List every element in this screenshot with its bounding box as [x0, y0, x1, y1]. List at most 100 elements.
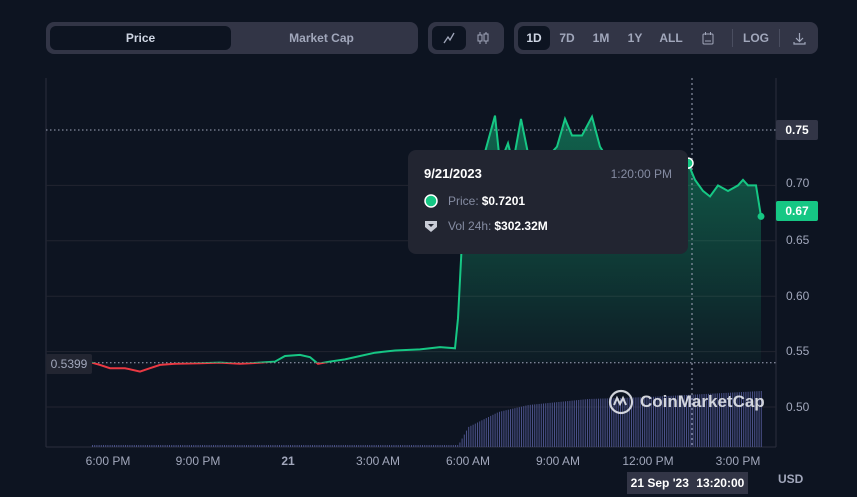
volume-bar: [217, 445, 219, 447]
volume-bar: [455, 445, 456, 447]
volume-bar: [754, 391, 756, 447]
volume-bar: [331, 445, 333, 447]
volume-bar: [241, 445, 243, 447]
volume-bar: [716, 393, 718, 447]
line-chart-button[interactable]: [432, 26, 466, 50]
volume-bar: [448, 445, 450, 447]
volume-bar: [393, 445, 395, 447]
volume-bar: [191, 445, 192, 447]
volume-bar: [463, 434, 465, 447]
volume-bar: [153, 445, 155, 447]
volume-bar: [708, 393, 709, 447]
tab-price[interactable]: Price: [50, 26, 231, 50]
volume-bar: [758, 391, 760, 447]
calendar-button[interactable]: [690, 26, 726, 50]
volume-bar: [666, 396, 668, 447]
x-tick: 9:00 PM: [175, 454, 221, 468]
volume-bar: [173, 445, 175, 447]
volume-bar: [589, 398, 591, 447]
tooltip-date: 9/21/2023: [424, 166, 482, 181]
log-scale-button[interactable]: LOG: [743, 31, 769, 45]
divider: [779, 29, 780, 47]
volume-bar: [164, 445, 166, 447]
volume-bar: [261, 445, 263, 447]
y-tick: 0.70: [786, 176, 810, 190]
volume-bar: [756, 391, 758, 447]
volume-bar: [360, 445, 362, 447]
volume-bar: [529, 404, 531, 447]
range-all[interactable]: ALL: [659, 31, 683, 45]
volume-bar: [679, 395, 681, 447]
price-label: Price:: [448, 194, 479, 208]
volume-bar: [133, 445, 135, 447]
volume-bar: [312, 445, 313, 447]
volume-bar: [452, 445, 454, 447]
y-tick-highlight: 0.75: [776, 120, 818, 140]
volume-bar: [345, 445, 346, 447]
volume-bar: [714, 393, 716, 447]
volume-bar: [485, 418, 487, 447]
volume-bar: [635, 397, 637, 447]
volume-bar: [210, 445, 212, 447]
volume-bar: [283, 445, 285, 447]
volume-bar: [481, 420, 483, 447]
volume-bar: [650, 396, 652, 447]
tab-market-cap[interactable]: Market Cap: [289, 31, 354, 45]
volume-bar: [182, 445, 184, 447]
volume-bar: [246, 445, 247, 447]
download-button[interactable]: [786, 26, 812, 50]
volume-bar: [320, 445, 322, 447]
volume-bar: [499, 411, 500, 447]
volume-bar: [659, 396, 661, 447]
volume-bar: [426, 445, 428, 447]
volume-bar: [613, 398, 615, 447]
volume-bar: [118, 445, 120, 447]
tooltip-volume-row: Vol 24h: $302.32M: [424, 219, 548, 233]
volume-bar: [472, 424, 474, 447]
volume-bar: [109, 445, 111, 447]
metric-toggle: Price Market Cap: [46, 22, 418, 54]
volume-bar: [422, 445, 423, 447]
volume-bar: [587, 399, 588, 447]
volume-bar: [677, 395, 679, 447]
volume-bar: [444, 445, 445, 447]
coinmarketcap-logo: [608, 389, 634, 415]
range-1d[interactable]: 1D: [518, 26, 550, 50]
volume-bar: [450, 445, 452, 447]
volume-bar: [276, 445, 278, 447]
volume-bar: [646, 397, 648, 447]
volume-bar: [219, 445, 221, 447]
x-tick: 3:00 PM: [715, 454, 761, 468]
range-7d[interactable]: 7D: [559, 31, 575, 45]
volume-bar: [719, 393, 720, 447]
volume-bar: [657, 396, 659, 447]
candlestick-button[interactable]: [466, 26, 500, 50]
volume-bar: [705, 393, 707, 447]
download-icon: [792, 32, 806, 45]
volume-bar: [221, 445, 223, 447]
volume-bar: [622, 397, 624, 447]
x-tick: 3:00 AM: [355, 454, 401, 468]
volume-bar: [604, 398, 606, 447]
volume-bar: [248, 445, 250, 447]
volume-bar: [582, 399, 584, 447]
range-1m[interactable]: 1M: [592, 31, 610, 45]
volume-label: Vol 24h:: [448, 219, 492, 233]
volume-bar: [94, 445, 96, 447]
volume-bar: [105, 445, 107, 447]
volume-bar: [411, 445, 412, 447]
volume-bar: [749, 391, 751, 447]
y-tick: 0.50: [786, 400, 810, 414]
y-tick: 0.60: [786, 289, 810, 303]
volume-bar: [725, 392, 727, 447]
volume-bar: [375, 445, 377, 447]
volume-bar: [532, 404, 533, 447]
range-1y[interactable]: 1Y: [627, 31, 643, 45]
volume-bar: [549, 402, 551, 447]
volume-bar: [668, 395, 670, 447]
volume-bar: [703, 394, 705, 447]
volume-bar: [364, 445, 366, 447]
volume-bar: [523, 406, 525, 447]
volume-bar: [510, 409, 511, 447]
volume-bar: [514, 408, 516, 447]
